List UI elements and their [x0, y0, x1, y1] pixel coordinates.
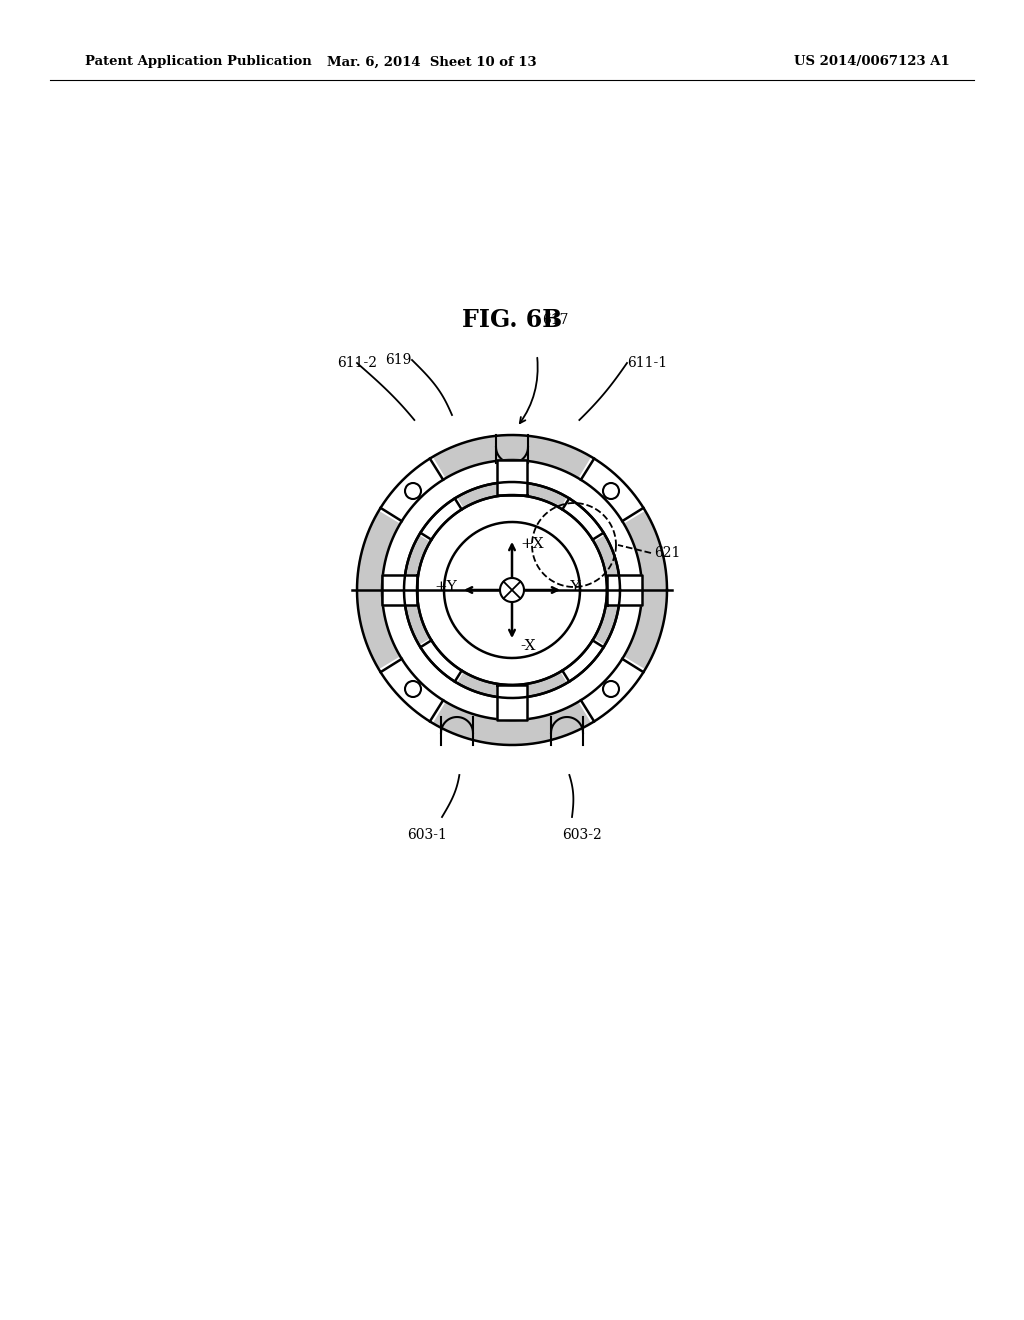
Text: 603-2: 603-2: [562, 828, 602, 842]
Text: 617: 617: [542, 313, 568, 327]
Text: 603-1: 603-1: [408, 828, 446, 842]
Polygon shape: [561, 639, 604, 682]
Polygon shape: [497, 459, 527, 495]
Polygon shape: [404, 482, 620, 698]
Text: Mar. 6, 2014  Sheet 10 of 13: Mar. 6, 2014 Sheet 10 of 13: [328, 55, 537, 69]
Circle shape: [406, 681, 421, 697]
Text: +Y: +Y: [434, 579, 457, 594]
Polygon shape: [579, 657, 645, 723]
Circle shape: [603, 483, 618, 499]
Polygon shape: [607, 576, 642, 605]
Polygon shape: [500, 578, 524, 602]
Polygon shape: [382, 576, 417, 605]
Text: 611-1: 611-1: [627, 356, 667, 370]
Polygon shape: [579, 457, 645, 523]
Text: -Y: -Y: [567, 579, 581, 594]
Text: FIG. 6B: FIG. 6B: [462, 308, 562, 333]
Polygon shape: [420, 498, 463, 541]
Polygon shape: [420, 639, 463, 682]
Text: 611-2: 611-2: [337, 356, 377, 370]
Text: -X: -X: [520, 639, 536, 653]
Polygon shape: [379, 457, 445, 523]
Text: +X: +X: [520, 537, 544, 550]
Circle shape: [406, 483, 421, 499]
Polygon shape: [561, 498, 604, 541]
Polygon shape: [497, 685, 527, 719]
Circle shape: [603, 681, 618, 697]
Text: US 2014/0067123 A1: US 2014/0067123 A1: [795, 55, 950, 69]
Polygon shape: [417, 495, 607, 685]
Text: Patent Application Publication: Patent Application Publication: [85, 55, 311, 69]
Polygon shape: [379, 657, 445, 723]
Text: 621: 621: [654, 546, 680, 560]
Text: 619: 619: [386, 352, 412, 367]
Polygon shape: [357, 436, 667, 744]
Polygon shape: [444, 521, 580, 657]
